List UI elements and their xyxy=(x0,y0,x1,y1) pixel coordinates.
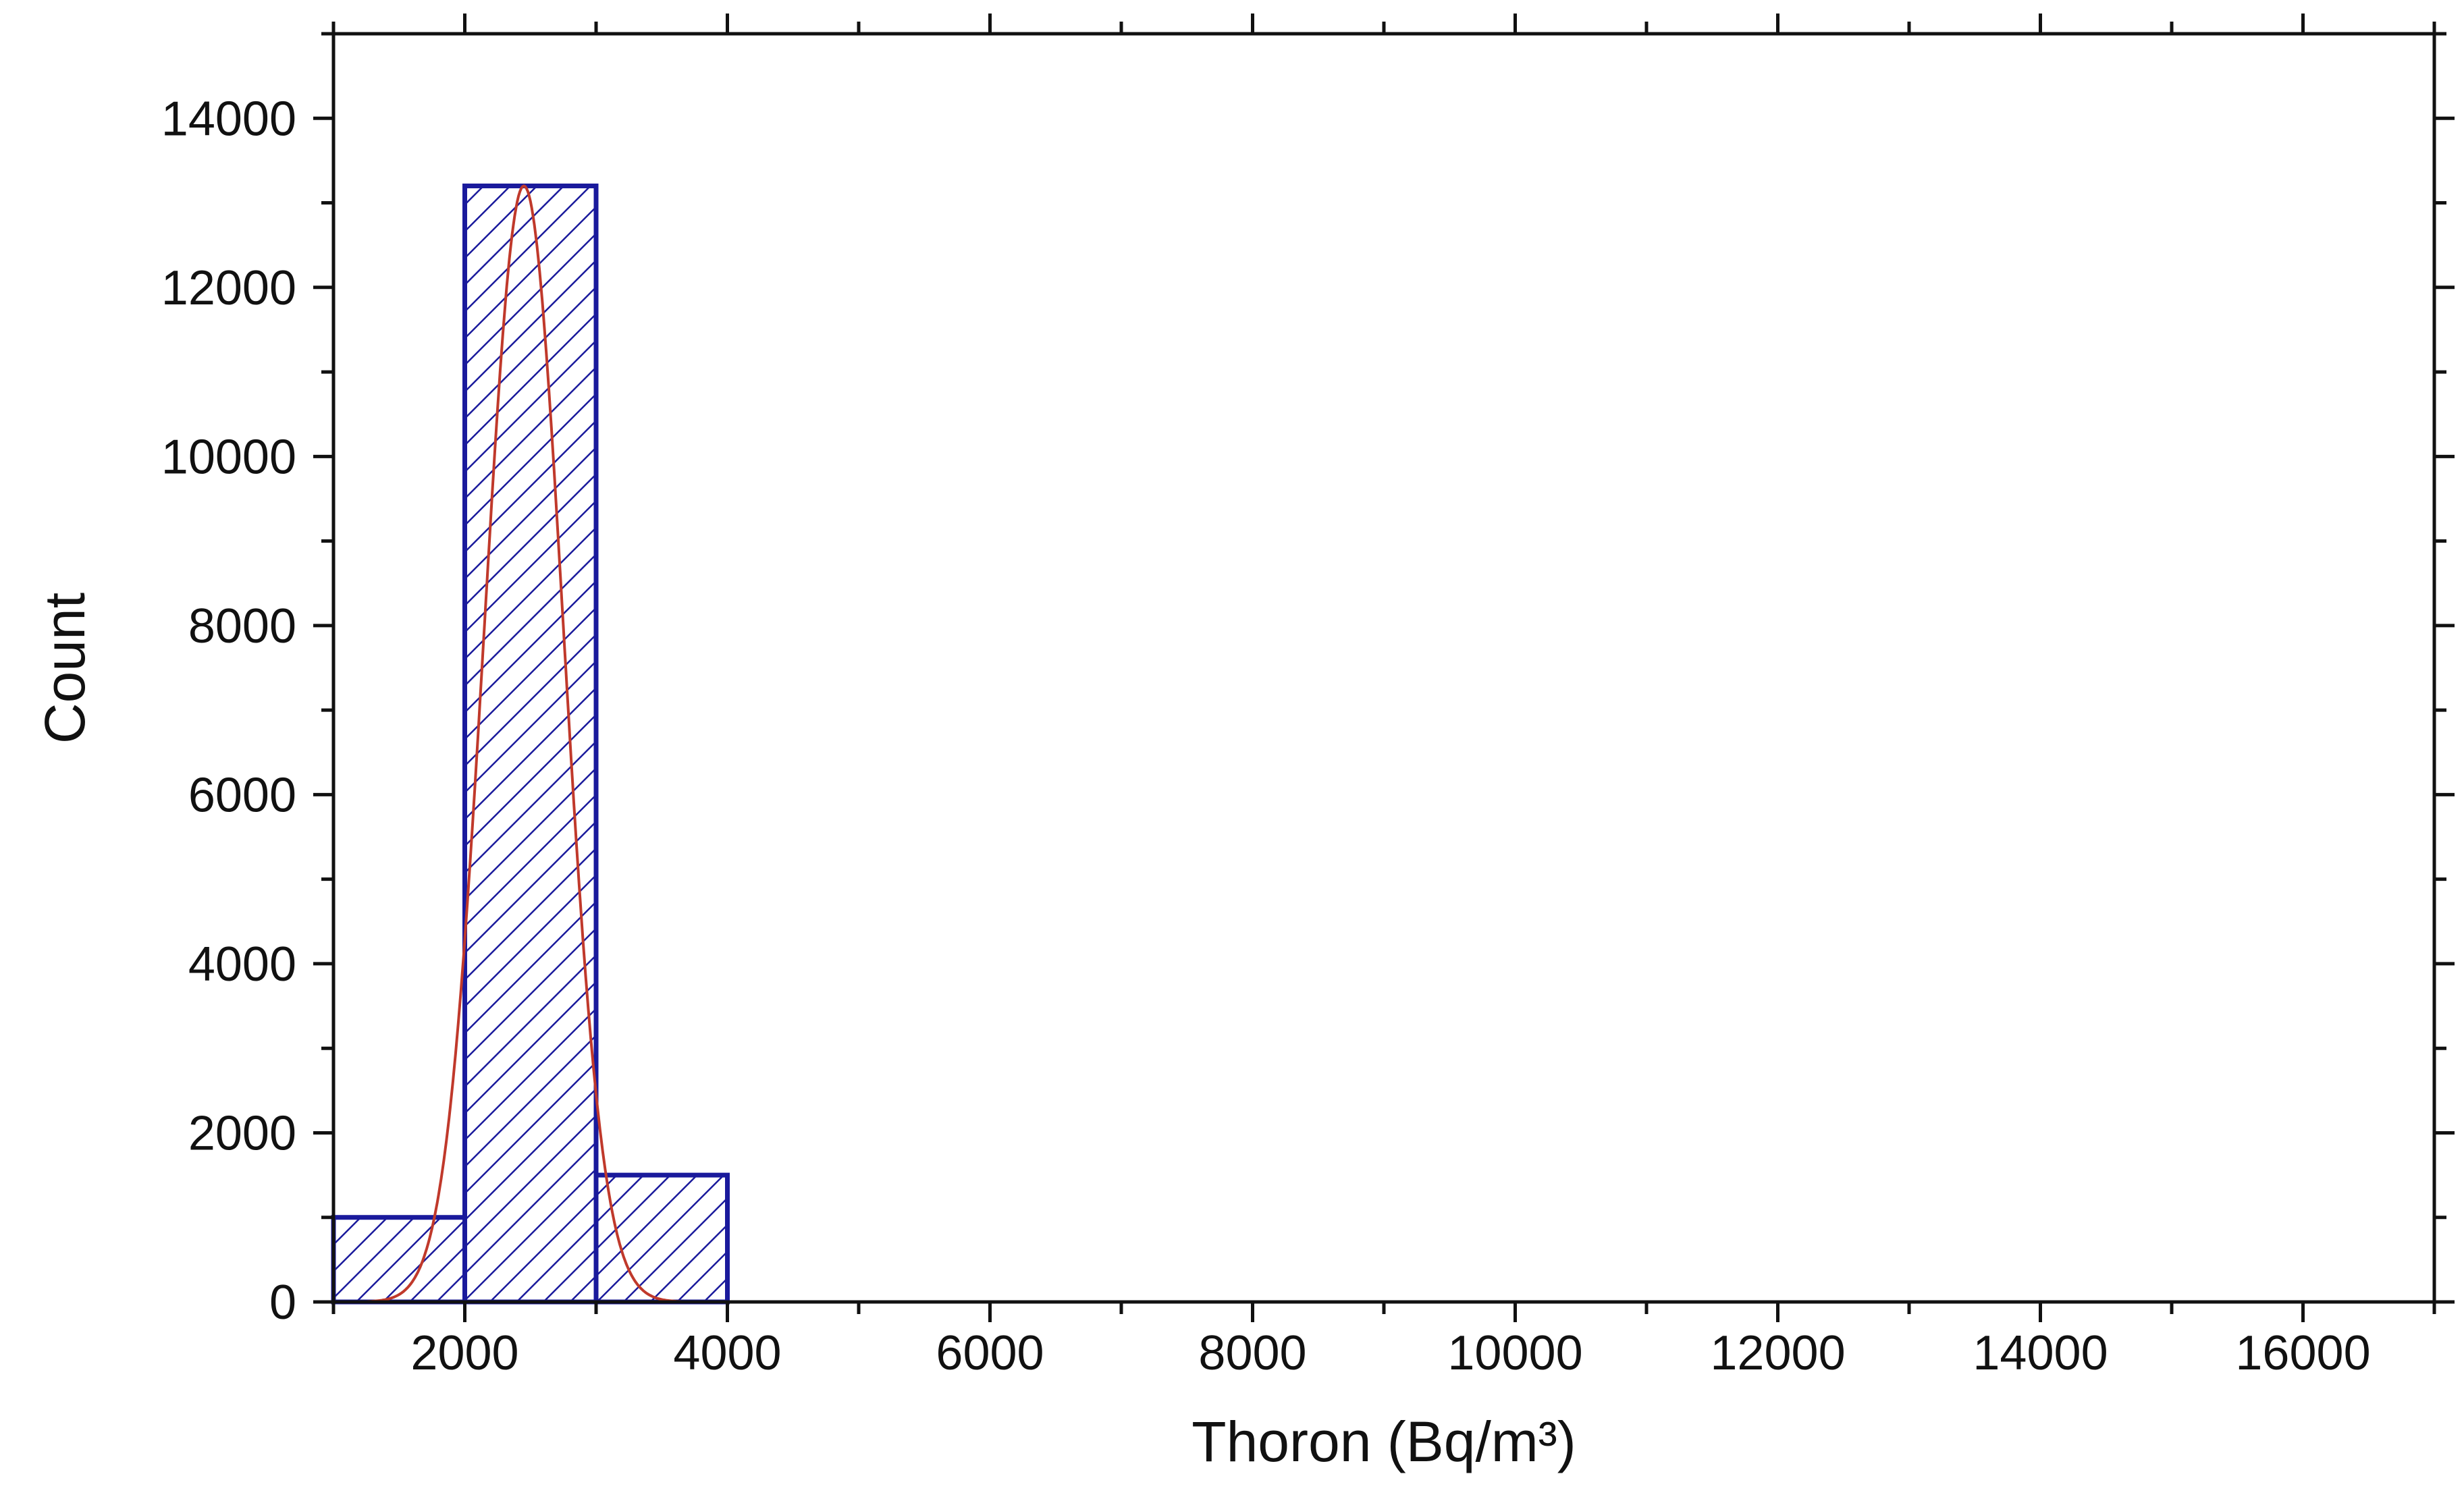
y-axis-title: Count xyxy=(33,593,97,744)
y-tick-label: 12000 xyxy=(161,261,296,315)
fit-curve xyxy=(366,184,682,1303)
x-tick-label: 14000 xyxy=(1973,1326,2108,1380)
bars-group xyxy=(331,183,730,1305)
x-tick-label: 8000 xyxy=(1198,1326,1306,1380)
plot-frame xyxy=(331,32,2436,1304)
histogram-bar-3 xyxy=(593,1172,730,1305)
y-tick-label: 10000 xyxy=(161,430,296,484)
y-tick-label: 14000 xyxy=(161,92,296,146)
x-axis: 2000 4000 6000 8000 10000 12000 14000 16000 xyxy=(331,13,2436,1380)
y-tick-label: 2000 xyxy=(188,1106,296,1160)
histogram-bar-2 xyxy=(462,183,599,1305)
y-tick-label: 0 xyxy=(269,1276,296,1330)
x-axis-title: Thoron (Bq/m³) xyxy=(1191,1410,1576,1473)
axes-group xyxy=(331,32,2436,1304)
y-tick-label: 4000 xyxy=(188,937,296,991)
x-tick-label: 4000 xyxy=(673,1326,781,1380)
x-tick-label: 2000 xyxy=(410,1326,518,1380)
x-tick-label: 16000 xyxy=(2235,1326,2370,1380)
x-tick-label: 6000 xyxy=(936,1326,1044,1380)
x-tick-label: 12000 xyxy=(1710,1326,1845,1380)
y-axis: 0 2000 4000 6000 8000 10000 12000 14000 xyxy=(161,32,2455,1330)
y-tick-label: 8000 xyxy=(188,599,296,653)
x-tick-label: 10000 xyxy=(1447,1326,1582,1380)
y-tick-label: 6000 xyxy=(188,768,296,822)
histogram-bar-1 xyxy=(331,1215,467,1305)
